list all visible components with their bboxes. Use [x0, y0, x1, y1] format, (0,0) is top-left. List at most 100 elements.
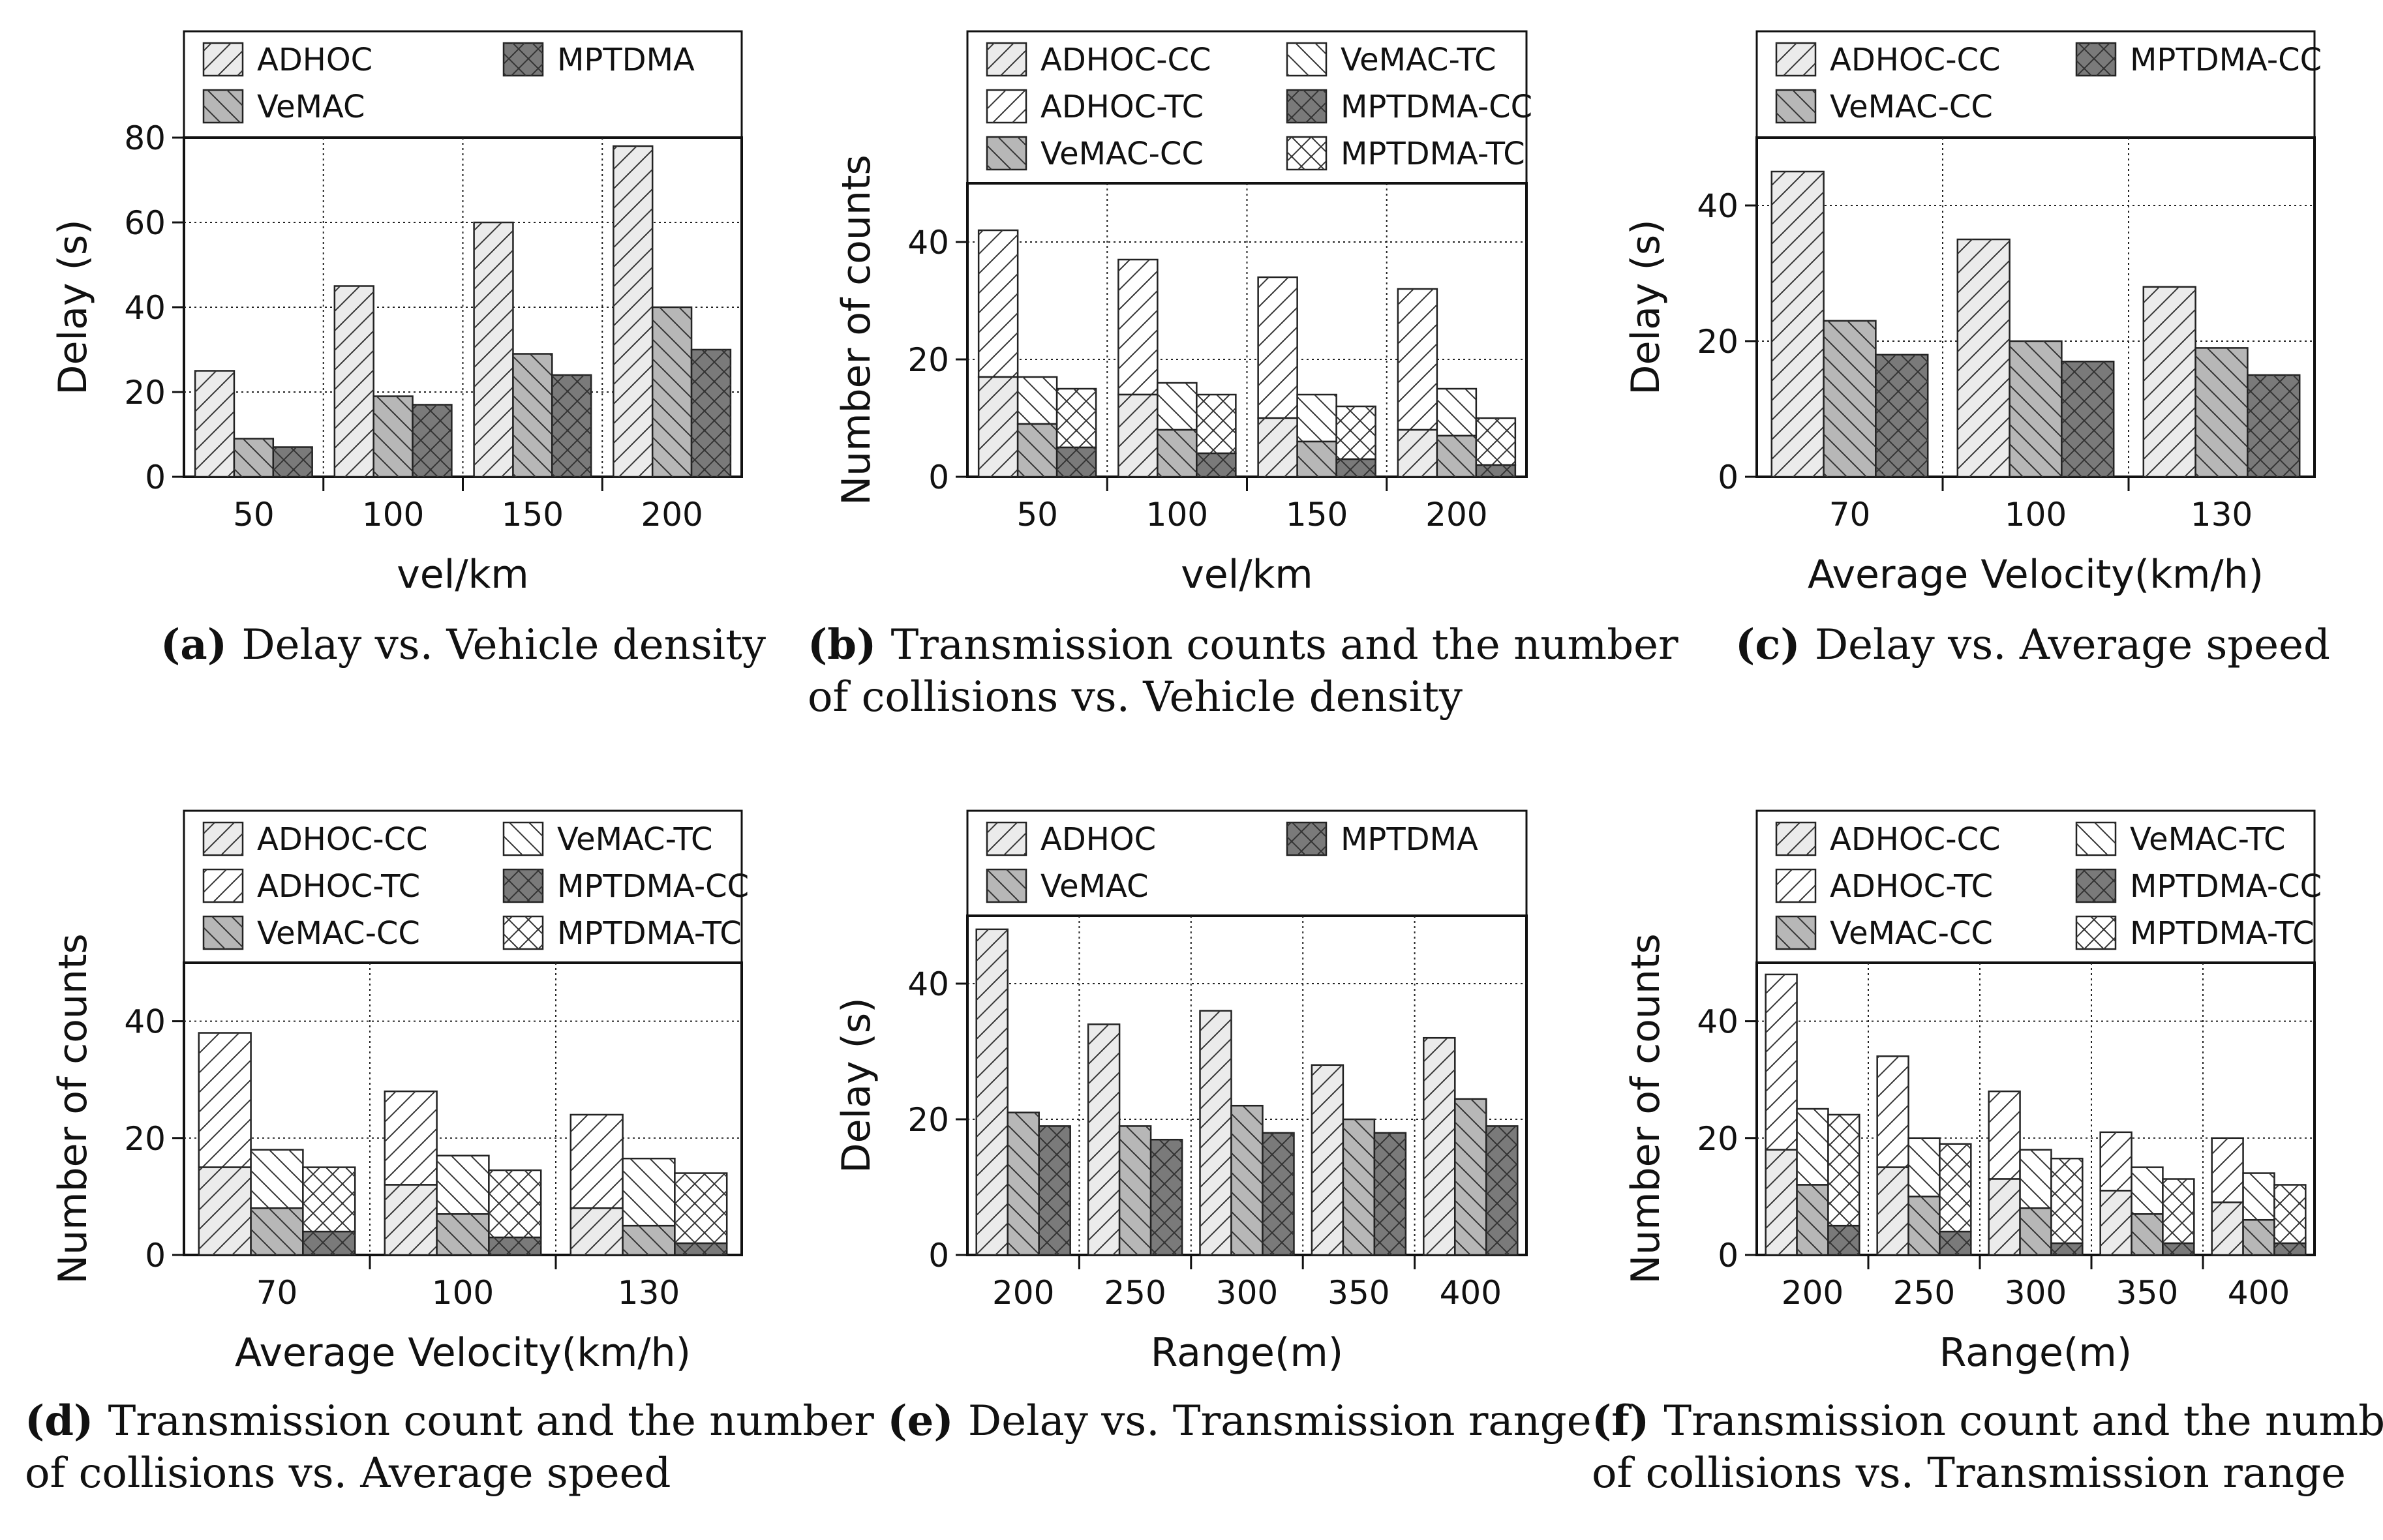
bar-ADHOC-TC-70-hatch — [198, 1033, 251, 1168]
bar-ADHOC-TC-350-hatch — [2100, 1132, 2132, 1191]
bar-MPTDMA-CC-150-hatch — [1336, 459, 1376, 477]
bar-MPTDMA-CC-200-hatch — [1828, 1226, 1860, 1255]
bar-MPTDMA-CC-200-hatch — [1476, 465, 1515, 477]
y-axis-label: Delay (s) — [834, 997, 879, 1173]
x-tick-label: 200 — [1782, 1274, 1844, 1312]
x-axis-label: Range(m) — [1151, 1330, 1343, 1376]
legend-swatch-MPTDMA-hatch — [504, 43, 543, 76]
y-tick-label: 40 — [1697, 187, 1738, 225]
bar-MPTDMA-CC-100-hatch — [1196, 453, 1236, 477]
caption-text: Transmission counts and the number — [891, 621, 1678, 669]
bar-MPTDMA-CC-100-hatch — [489, 1237, 541, 1255]
y-tick-label: 20 — [907, 1101, 949, 1139]
x-tick-label: 100 — [2005, 496, 2067, 534]
x-tick-label: 300 — [1216, 1274, 1278, 1312]
x-tick-label: 150 — [1286, 496, 1348, 534]
bar-ADHOC-CC-150-hatch — [1258, 418, 1298, 477]
y-tick-label: 40 — [124, 1003, 166, 1041]
bar-ADHOC-350-hatch — [1311, 1064, 1343, 1255]
legend-box — [183, 30, 743, 139]
bar-MPTDMA-CC-400-hatch — [2274, 1243, 2306, 1255]
bar-ADHOC-300-hatch — [1200, 1010, 1232, 1255]
bar-ADHOC-TC-200-hatch — [1765, 974, 1797, 1150]
caption-b: (b) Transmission counts and the number — [808, 620, 1678, 669]
bar-VeMAC-TC-130-hatch — [622, 1158, 675, 1226]
bar-VeMAC-350-hatch — [1343, 1119, 1374, 1255]
legend-swatch-ADHOC-hatch — [204, 43, 243, 76]
legend-swatch-ADHOC-CC-hatch — [204, 823, 243, 855]
bar-VeMAC-100-hatch — [373, 396, 413, 477]
caption-letter: (a) — [160, 620, 241, 669]
legend-swatch-ADHOC-TC-hatch — [987, 90, 1026, 123]
y-tick-label: 0 — [1718, 459, 1738, 496]
legend-swatch-VeMAC-CC-hatch — [1776, 916, 1815, 949]
legend-label-ADHOC-TC: ADHOC-TC — [1830, 868, 1993, 905]
bar-ADHOC-CC-100-hatch — [384, 1185, 437, 1255]
bar-ADHOC-TC-250-hatch — [1877, 1056, 1909, 1168]
y-axis-label: Number of counts — [1623, 933, 1669, 1284]
legend-swatch-MPTDMA-TC-hatch — [2076, 916, 2116, 949]
bar-VeMAC-CC-100-hatch — [2009, 341, 2062, 477]
chart-f: 0 20 40 200 250 300 350 400 Range(m) Number of co… — [1592, 809, 2383, 1498]
bar-ADHOC-TC-50-hatch — [979, 230, 1018, 377]
legend-label-ADHOC-TC: ADHOC-TC — [1040, 89, 1204, 125]
y-tick-label: 20 — [1697, 1120, 1738, 1158]
legend-swatch-ADHOC-CC-hatch — [987, 43, 1026, 76]
bar-VeMAC-TC-50-hatch — [1018, 377, 1057, 424]
caption-text: Transmission count and the number — [1663, 1397, 2383, 1445]
y-axis-label: Number of counts — [50, 933, 96, 1284]
x-axis-label: Range(m) — [1939, 1330, 2132, 1376]
bar-ADHOC-TC-300-hatch — [1988, 1091, 2020, 1179]
bar-ADHOC-150-hatch — [474, 222, 513, 477]
chart-e: 0 20 40 200 250 300 350 400 Range(m) Delay (s) ADH… — [834, 809, 1592, 1445]
bar-ADHOC-50-hatch — [195, 370, 234, 477]
bar-MPTDMA-CC-130-hatch — [675, 1243, 727, 1255]
y-tick-label: 40 — [907, 965, 949, 1003]
bar-VeMAC-CC-400-hatch — [2243, 1220, 2275, 1255]
legend-label-MPTDMA-TC: MPTDMA-TC — [2130, 915, 2315, 952]
x-axis-label: vel/km — [397, 552, 529, 597]
bar-MPTDMA-TC-200-hatch — [1476, 418, 1515, 465]
legend-swatch-VeMAC-CC-hatch — [987, 137, 1026, 170]
y-tick-label: 80 — [124, 119, 166, 157]
bar-VeMAC-300-hatch — [1231, 1106, 1263, 1255]
bar-ADHOC-TC-400-hatch — [2211, 1138, 2243, 1203]
x-tick-label: 70 — [1829, 496, 1871, 534]
caption-letter: (e) — [887, 1397, 968, 1445]
x-tick-label: 350 — [1328, 1274, 1389, 1312]
bar-MPTDMA-200-hatch — [691, 350, 731, 477]
bar-MPTDMA-CC-130-hatch — [2247, 375, 2300, 477]
legend-swatch-MPTDMA-TC-hatch — [1287, 137, 1326, 170]
y-tick-label: 0 — [145, 1237, 166, 1275]
bar-VeMAC-CC-250-hatch — [1908, 1196, 1940, 1255]
x-axis-label: Average Velocity(km/h) — [1808, 552, 2264, 597]
legend-label-MPTDMA-CC: MPTDMA-CC — [557, 868, 749, 905]
bar-VeMAC-250-hatch — [1119, 1126, 1151, 1255]
legend-swatch-VeMAC-CC-hatch — [204, 916, 243, 949]
bar-MPTDMA-400-hatch — [1486, 1126, 1518, 1255]
x-tick-label: 350 — [2116, 1274, 2178, 1312]
bar-ADHOC-CC-50-hatch — [979, 377, 1018, 477]
bar-VeMAC-CC-100-hatch — [436, 1214, 489, 1255]
bar-VeMAC-CC-130-hatch — [2195, 348, 2248, 477]
x-tick-label: 250 — [1104, 1274, 1166, 1312]
x-tick-label: 130 — [618, 1274, 680, 1312]
bar-MPTDMA-TC-70-hatch — [303, 1167, 356, 1232]
y-axis-label: Delay (s) — [50, 219, 96, 395]
x-tick-label: 400 — [2228, 1274, 2290, 1312]
bar-VeMAC-TC-300-hatch — [2020, 1149, 2052, 1209]
legend-label-ADHOC-CC: ADHOC-CC — [1830, 42, 2001, 78]
x-tick-label: 130 — [2191, 496, 2253, 534]
bar-VeMAC-TC-70-hatch — [250, 1149, 303, 1209]
caption-c: (c) Delay vs. Average speed — [1735, 620, 2330, 669]
legend-swatch-ADHOC-hatch — [987, 823, 1026, 855]
legend-swatch-MPTDMA-CC-hatch — [2076, 43, 2116, 76]
bar-VeMAC-TC-400-hatch — [2243, 1173, 2275, 1220]
bar-MPTDMA-CC-250-hatch — [1939, 1231, 1971, 1255]
bar-MPTDMA-50-hatch — [273, 447, 312, 477]
bar-ADHOC-CC-250-hatch — [1877, 1167, 1909, 1255]
legend-label-VeMAC: VeMAC — [257, 89, 365, 125]
bar-MPTDMA-CC-70-hatch — [1875, 354, 1928, 477]
bar-MPTDMA-TC-100-hatch — [489, 1170, 541, 1238]
